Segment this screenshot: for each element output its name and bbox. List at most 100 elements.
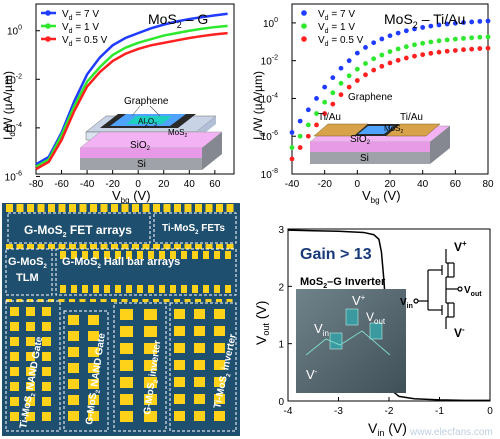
contact-pad (174, 394, 185, 404)
contact-pad (203, 251, 209, 259)
contact-pad (144, 309, 157, 320)
contact-pad (120, 394, 133, 405)
series-line-0 (35, 12, 228, 166)
data-point (420, 52, 426, 58)
x-tick-label: 0 (355, 179, 361, 190)
legend-label: Vd = 0.5 V (62, 35, 108, 48)
contact-pad (69, 244, 76, 249)
contact-pad (132, 204, 139, 212)
contact-pad (90, 204, 97, 212)
contact-pad (144, 394, 157, 405)
data-point (338, 65, 344, 71)
contact-pad (226, 204, 234, 212)
data-point (403, 55, 409, 61)
y-tick-label: 10-2 (261, 55, 278, 68)
contact-pad (120, 411, 133, 422)
y-tick-label: 100 (7, 25, 22, 38)
contact-pad (115, 285, 121, 293)
x-axis-label: Vbg (V) (112, 188, 151, 205)
legend-marker (301, 23, 307, 29)
contact-pad (69, 204, 76, 212)
contact-pad (214, 285, 220, 293)
contact-pad (205, 299, 212, 302)
data-point (395, 30, 401, 36)
data-point (379, 52, 385, 58)
contact-pad (10, 307, 19, 316)
x-tick-label: -60 (54, 179, 69, 190)
chart-inverter: V+ Vin Vout V- Gain > 13 MoS2–G Inverter (253, 225, 493, 438)
contact-pad (48, 244, 55, 249)
data-point (322, 99, 328, 105)
contact-pad (71, 251, 77, 259)
data-point (379, 36, 385, 42)
chart-mos2-tiau: Graphene Ti/Au Ti/Au MoS2 SiO2 Si MoS2 –… (251, 3, 494, 205)
contact-pad (137, 251, 143, 259)
contact-pad (104, 251, 110, 259)
contact-pad (16, 204, 24, 212)
contact-pad (195, 299, 201, 302)
data-point (379, 63, 385, 69)
contact-pad (10, 352, 19, 361)
photo-vout: Vout (366, 310, 386, 326)
data-point (387, 60, 393, 66)
contact-pad (153, 204, 160, 212)
contact-pad (132, 244, 139, 249)
contact-pad (174, 299, 180, 302)
legend-label: Vd = 7 V (318, 9, 355, 22)
contact-pad (115, 251, 121, 259)
data-point (363, 45, 368, 50)
contact-pad (111, 204, 118, 212)
data-point (428, 39, 434, 45)
contact-pad (27, 244, 34, 249)
contact-pad (37, 299, 44, 302)
legend-marker (45, 36, 51, 42)
x-tick-label: 80 (482, 179, 494, 190)
contact-pad (205, 244, 213, 249)
inset-sio2: SiO2 (350, 134, 371, 146)
photo-vin: Vin (314, 321, 329, 338)
contact-pad (100, 244, 108, 249)
y-tick-label: 10-6 (261, 130, 278, 143)
photo-vminus: V- (306, 367, 318, 382)
contact-pad (10, 382, 19, 391)
contact-pad (42, 307, 51, 316)
legend-marker (301, 36, 307, 42)
data-point (461, 47, 466, 53)
contact-pad (16, 299, 23, 302)
series-line-2 (35, 31, 228, 171)
contact-pad (214, 394, 225, 404)
contact-pad (10, 412, 19, 421)
inset-si: Si (360, 153, 369, 164)
contact-pad (16, 244, 24, 249)
data-point (314, 122, 319, 128)
data-point (469, 35, 475, 41)
contact-pad (104, 285, 110, 293)
contact-pad (10, 397, 19, 406)
contact-pad (71, 285, 77, 293)
data-point (305, 133, 311, 139)
contact-pad (10, 322, 19, 331)
contact-pad (42, 337, 51, 346)
contact-pad (60, 251, 66, 259)
contact-pad (68, 331, 79, 341)
contact-pad (184, 204, 192, 212)
contact-pad (100, 299, 107, 302)
contact-pad (121, 299, 128, 302)
contact-pad (163, 244, 171, 249)
label-hall-bar: G-MoS2 Hall bar arrays (62, 256, 180, 270)
data-point (403, 28, 409, 34)
inverter-photo-inset: V+ Vin Vout V- (296, 289, 406, 393)
data-point (387, 33, 393, 39)
contact-pad (184, 299, 191, 302)
x-tick-label: 0 (487, 406, 493, 417)
chip-micrograph: G-MoS2 FET arrays Ti-MoS2 FETs G-MoS2 TL… (2, 203, 240, 436)
contact-pad (174, 204, 181, 212)
data-point (346, 73, 352, 79)
contact-pad (82, 285, 88, 293)
contact-pad (225, 251, 231, 259)
contact-pad (163, 299, 170, 302)
contact-pad (137, 285, 143, 293)
contact-pad (26, 307, 35, 316)
contact-pad (6, 244, 13, 249)
contact-pad (153, 299, 159, 302)
